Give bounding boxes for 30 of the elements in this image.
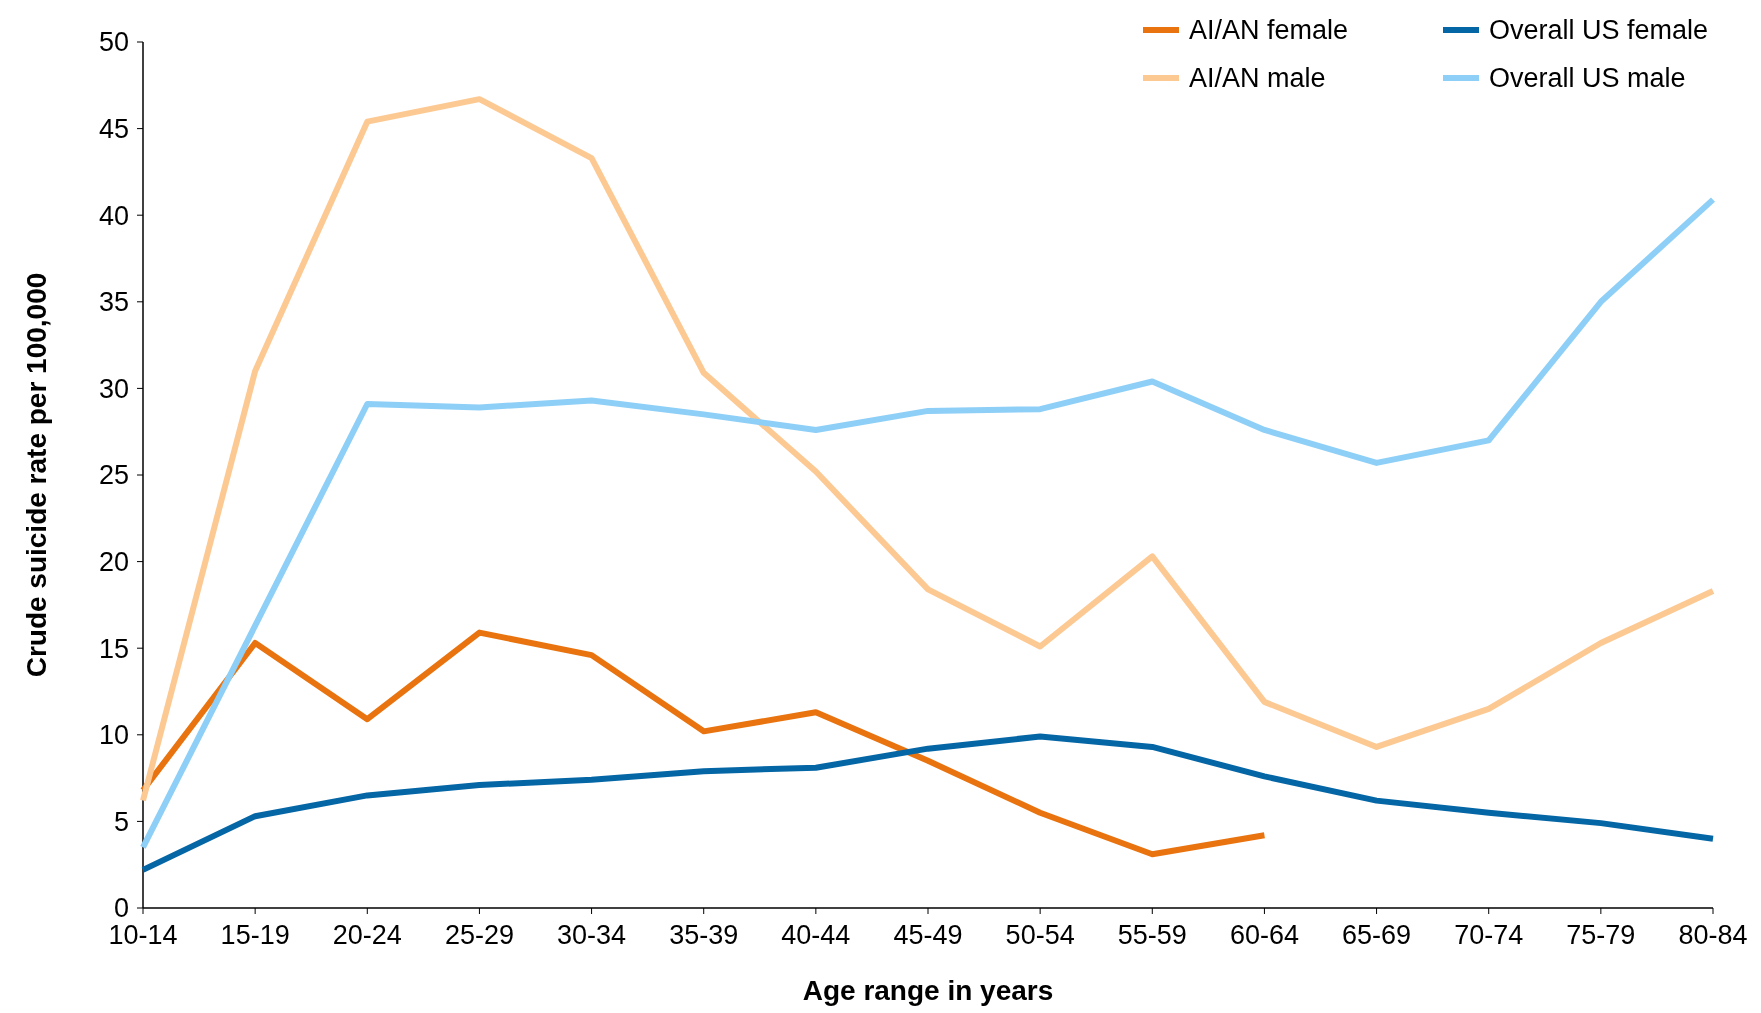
x-tick-label: 25-29	[444, 920, 514, 950]
y-tick-label: 25	[98, 460, 129, 491]
x-tick-label: 35-39	[669, 920, 739, 950]
x-tick-label: 45-49	[893, 920, 963, 950]
y-tick-label: 30	[98, 373, 129, 404]
x-tick-label: 30-34	[557, 920, 627, 950]
legend-label: AI/AN female	[1189, 15, 1349, 46]
legend-label: AI/AN male	[1189, 63, 1326, 94]
x-tick-label: 15-19	[220, 920, 290, 950]
x-tick-label: 80-84	[1678, 920, 1748, 950]
x-tick-label: 70-74	[1454, 920, 1524, 950]
y-tick-label: 20	[98, 547, 129, 578]
legend-label: Overall US male	[1489, 63, 1686, 94]
x-tick-label: 65-69	[1342, 920, 1412, 950]
x-tick-label: 60-64	[1229, 920, 1299, 950]
x-tick-label: 20-24	[332, 920, 402, 950]
x-axis-title: Age range in years	[802, 975, 1054, 1006]
y-tick-label: 5	[113, 806, 129, 837]
x-tick-label: 40-44	[781, 920, 851, 950]
legend-label: Overall US female	[1489, 15, 1709, 46]
y-axis-title: Crude suicide rate per 100,000	[21, 272, 52, 678]
x-tick-label: 50-54	[1005, 920, 1075, 950]
y-tick-label: 35	[98, 287, 129, 318]
y-tick-label: 15	[98, 633, 129, 664]
y-tick-label: 10	[98, 720, 129, 751]
y-tick-label: 50	[98, 27, 129, 58]
x-tick-label: 55-59	[1117, 920, 1187, 950]
y-tick-label: 40	[98, 200, 129, 231]
x-tick-label: 75-79	[1566, 920, 1636, 950]
y-tick-label: 45	[98, 114, 129, 145]
